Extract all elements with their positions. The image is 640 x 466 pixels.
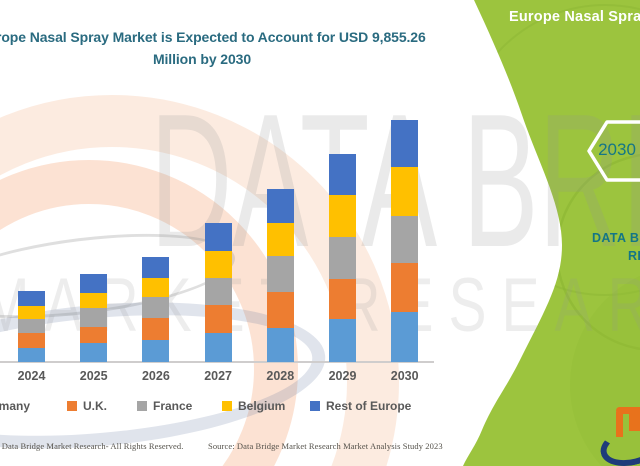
bar-segment-france: [80, 308, 108, 327]
bar-segment-germany: [142, 340, 170, 362]
dbmr-wordmark-line1: DATA BRIDGE MARKET: [592, 231, 640, 245]
x-axis-label-2030: 2030: [390, 369, 419, 383]
footer-source-note: Source: Data Bridge Market Research Mark…: [208, 441, 443, 451]
footer-copyright: © Data Bridge Market Research- All Right…: [0, 441, 184, 451]
legend-label: Germany: [0, 399, 31, 413]
bar-segment-germany: [329, 319, 356, 362]
x-axis-label-2028: 2028: [266, 369, 295, 383]
legend-swatch-icon: [222, 401, 232, 411]
legend-item-belgium: Belgium: [222, 399, 285, 413]
dbmr-logo-orange-icon: [616, 407, 640, 414]
legend-item-u-k-: U.K.: [67, 399, 107, 413]
bar-segment-france: [204, 278, 232, 305]
legend-swatch-icon: [137, 401, 147, 411]
bar-segment-u-k-: [266, 291, 294, 328]
legend-item-france: France: [137, 399, 192, 413]
sidebar-green-shape: [463, 0, 640, 466]
bar-segment-rest-of-europe: [391, 120, 419, 168]
bar-segment-germany: [18, 348, 45, 362]
bar-segment-rest-of-europe: [266, 189, 294, 223]
bar-segment-rest-of-europe: [80, 274, 108, 293]
sidebar-deco-blob: [570, 265, 640, 466]
bar-segment-u-k-: [142, 318, 170, 340]
chart-title-line1: Europe Nasal Spray Market is Expected to…: [0, 29, 426, 45]
year-badge-hexagon: [587, 120, 640, 182]
legend-label: U.K.: [83, 399, 107, 413]
bar-segment-u-k-: [329, 279, 356, 320]
bar-segment-rest-of-europe: [18, 290, 45, 306]
bar-segment-germany: [391, 312, 419, 362]
bar-segment-france: [329, 236, 356, 279]
bar-segment-belgium: [80, 292, 108, 309]
bar-segment-u-k-: [18, 333, 45, 349]
bar-segment-rest-of-europe: [329, 154, 356, 195]
sidebar-deco-circle: [463, 4, 640, 296]
bar-segment-u-k-: [80, 326, 108, 344]
legend-item-rest-of-europe: Rest of Europe: [310, 399, 411, 413]
legend-swatch-icon: [310, 401, 320, 411]
bar-segment-germany: [204, 332, 232, 362]
legend-label: Rest of Europe: [326, 399, 412, 413]
chart-title: Europe Nasal Spray Market is Expected to…: [0, 26, 439, 70]
bar-segment-france: [391, 216, 419, 264]
chart-title-line2: Million by 2030: [152, 51, 252, 67]
bar-segment-belgium: [391, 167, 419, 216]
bar-segment-rest-of-europe: [142, 256, 170, 279]
legend-item-germany: Germany: [0, 399, 30, 413]
bar-segment-u-k-: [391, 263, 419, 313]
x-axis-label-2024: 2024: [17, 369, 46, 383]
x-axis-label-2026: 2026: [141, 369, 170, 383]
bar-segment-france: [266, 255, 294, 292]
bar-segment-germany: [80, 343, 108, 362]
bar-segment-belgium: [142, 278, 170, 297]
dbmr-logo-orange-icon: [616, 412, 623, 437]
year-badge-label: 2030: [598, 140, 636, 159]
bar-segment-u-k-: [204, 305, 232, 333]
x-axis-label-2027: 2027: [204, 369, 232, 383]
bar-segment-belgium: [18, 305, 45, 320]
bar-segment-germany: [266, 327, 294, 362]
legend-label: France: [153, 399, 193, 413]
bar-segment-france: [18, 319, 45, 334]
dbmr-wordmark-line2: RESEARCH: [628, 249, 640, 263]
legend-swatch-icon: [67, 401, 77, 411]
bar-segment-belgium: [266, 222, 294, 256]
sidebar-title: Europe Nasal Spray Market: [509, 9, 640, 25]
dbmr-logo-orange-icon: [629, 407, 640, 431]
bar-segment-rest-of-europe: [204, 222, 232, 251]
bar-segment-belgium: [204, 250, 232, 279]
x-axis-label-2029: 2029: [328, 369, 357, 383]
x-axis-label-2025: 2025: [79, 369, 108, 383]
bar-segment-belgium: [329, 195, 356, 237]
legend-label: Belgium: [238, 399, 286, 413]
x-axis-line: [0, 361, 434, 363]
bar-segment-france: [142, 296, 170, 319]
